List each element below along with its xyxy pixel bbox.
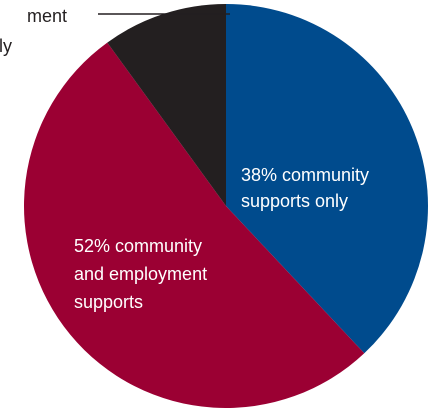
slice-labels: 38% community supports only 52% communit… [74, 165, 374, 312]
pie-slice-2 [24, 42, 365, 408]
slice-label-community-only-line-2: supports only [241, 191, 348, 211]
callout-group: ment ly [0, 6, 230, 56]
slice-label-community-and-employment-line-3: supports [74, 292, 143, 312]
pie-slice-1 [226, 4, 428, 354]
slice-label-community-only: 38% community supports only [241, 165, 374, 211]
slice-label-community-and-employment-line-2: and employment [74, 264, 207, 284]
pie-slice-3 [107, 4, 226, 206]
slice-label-community-and-employment-line-1: 52% community [74, 236, 202, 256]
slice-label-employment-only-line-2: ly [0, 36, 12, 56]
slice-label-community-only-line-1: 38% community [241, 165, 369, 185]
pie-slices [24, 4, 428, 408]
slice-label-employment-only: ment ly [0, 6, 72, 56]
slice-label-employment-only-line-1: ment [27, 6, 67, 26]
slice-label-community-and-employment: 52% community and employment supports [74, 236, 212, 312]
